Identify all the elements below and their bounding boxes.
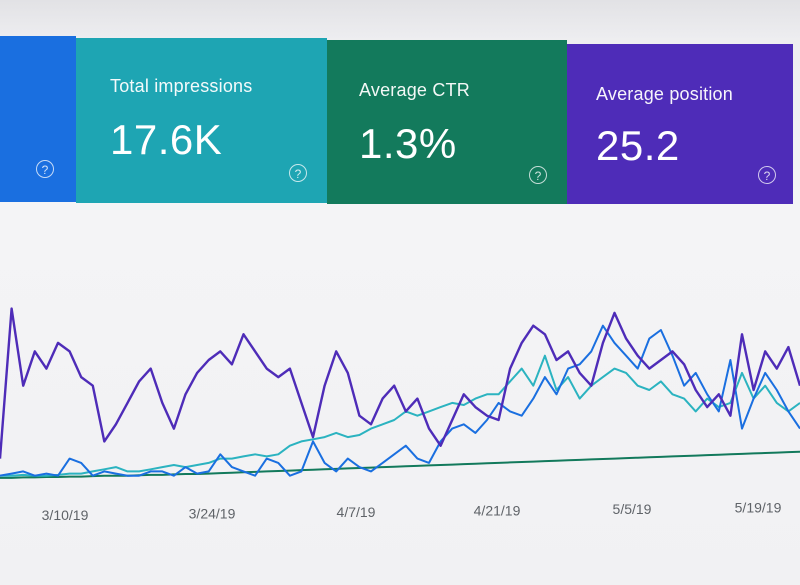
card-label: Average CTR — [359, 80, 470, 100]
series-line-2 — [0, 354, 800, 477]
x-tick-label: 5/5/19 — [613, 501, 652, 517]
help-icon[interactable]: ? — [289, 164, 307, 182]
series-line-1 — [0, 324, 800, 477]
series-line-0 — [0, 307, 800, 459]
x-tick-label: 4/21/19 — [474, 503, 521, 519]
average-position-card[interactable]: Average position 25.2 ? — [567, 44, 793, 204]
x-tick-label: 3/24/19 — [189, 506, 236, 522]
x-tick-label: 5/19/19 — [735, 500, 782, 516]
card-label: Average position — [596, 84, 733, 104]
x-tick-label: 3/10/19 — [42, 507, 89, 523]
total-impressions-card[interactable]: Total impressions 17.6K ? — [76, 38, 327, 203]
help-icon[interactable]: ? — [758, 166, 776, 184]
card-value: 1.3% — [359, 120, 457, 167]
total-clicks-card[interactable]: ? — [0, 36, 76, 202]
help-icon[interactable]: ? — [529, 166, 547, 184]
average-ctr-card[interactable]: Average CTR 1.3% ? — [327, 40, 567, 204]
performance-line-chart[interactable]: 3/10/19 3/24/19 4/7/19 4/21/19 5/5/19 5/19/19 — [0, 205, 800, 585]
x-tick-label: 4/7/19 — [337, 504, 376, 520]
card-value: 25.2 — [596, 122, 680, 169]
card-value: 17.6K — [110, 116, 223, 163]
card-label: Total impressions — [110, 76, 253, 96]
help-icon[interactable]: ? — [36, 160, 54, 178]
top-bar — [0, 0, 800, 38]
